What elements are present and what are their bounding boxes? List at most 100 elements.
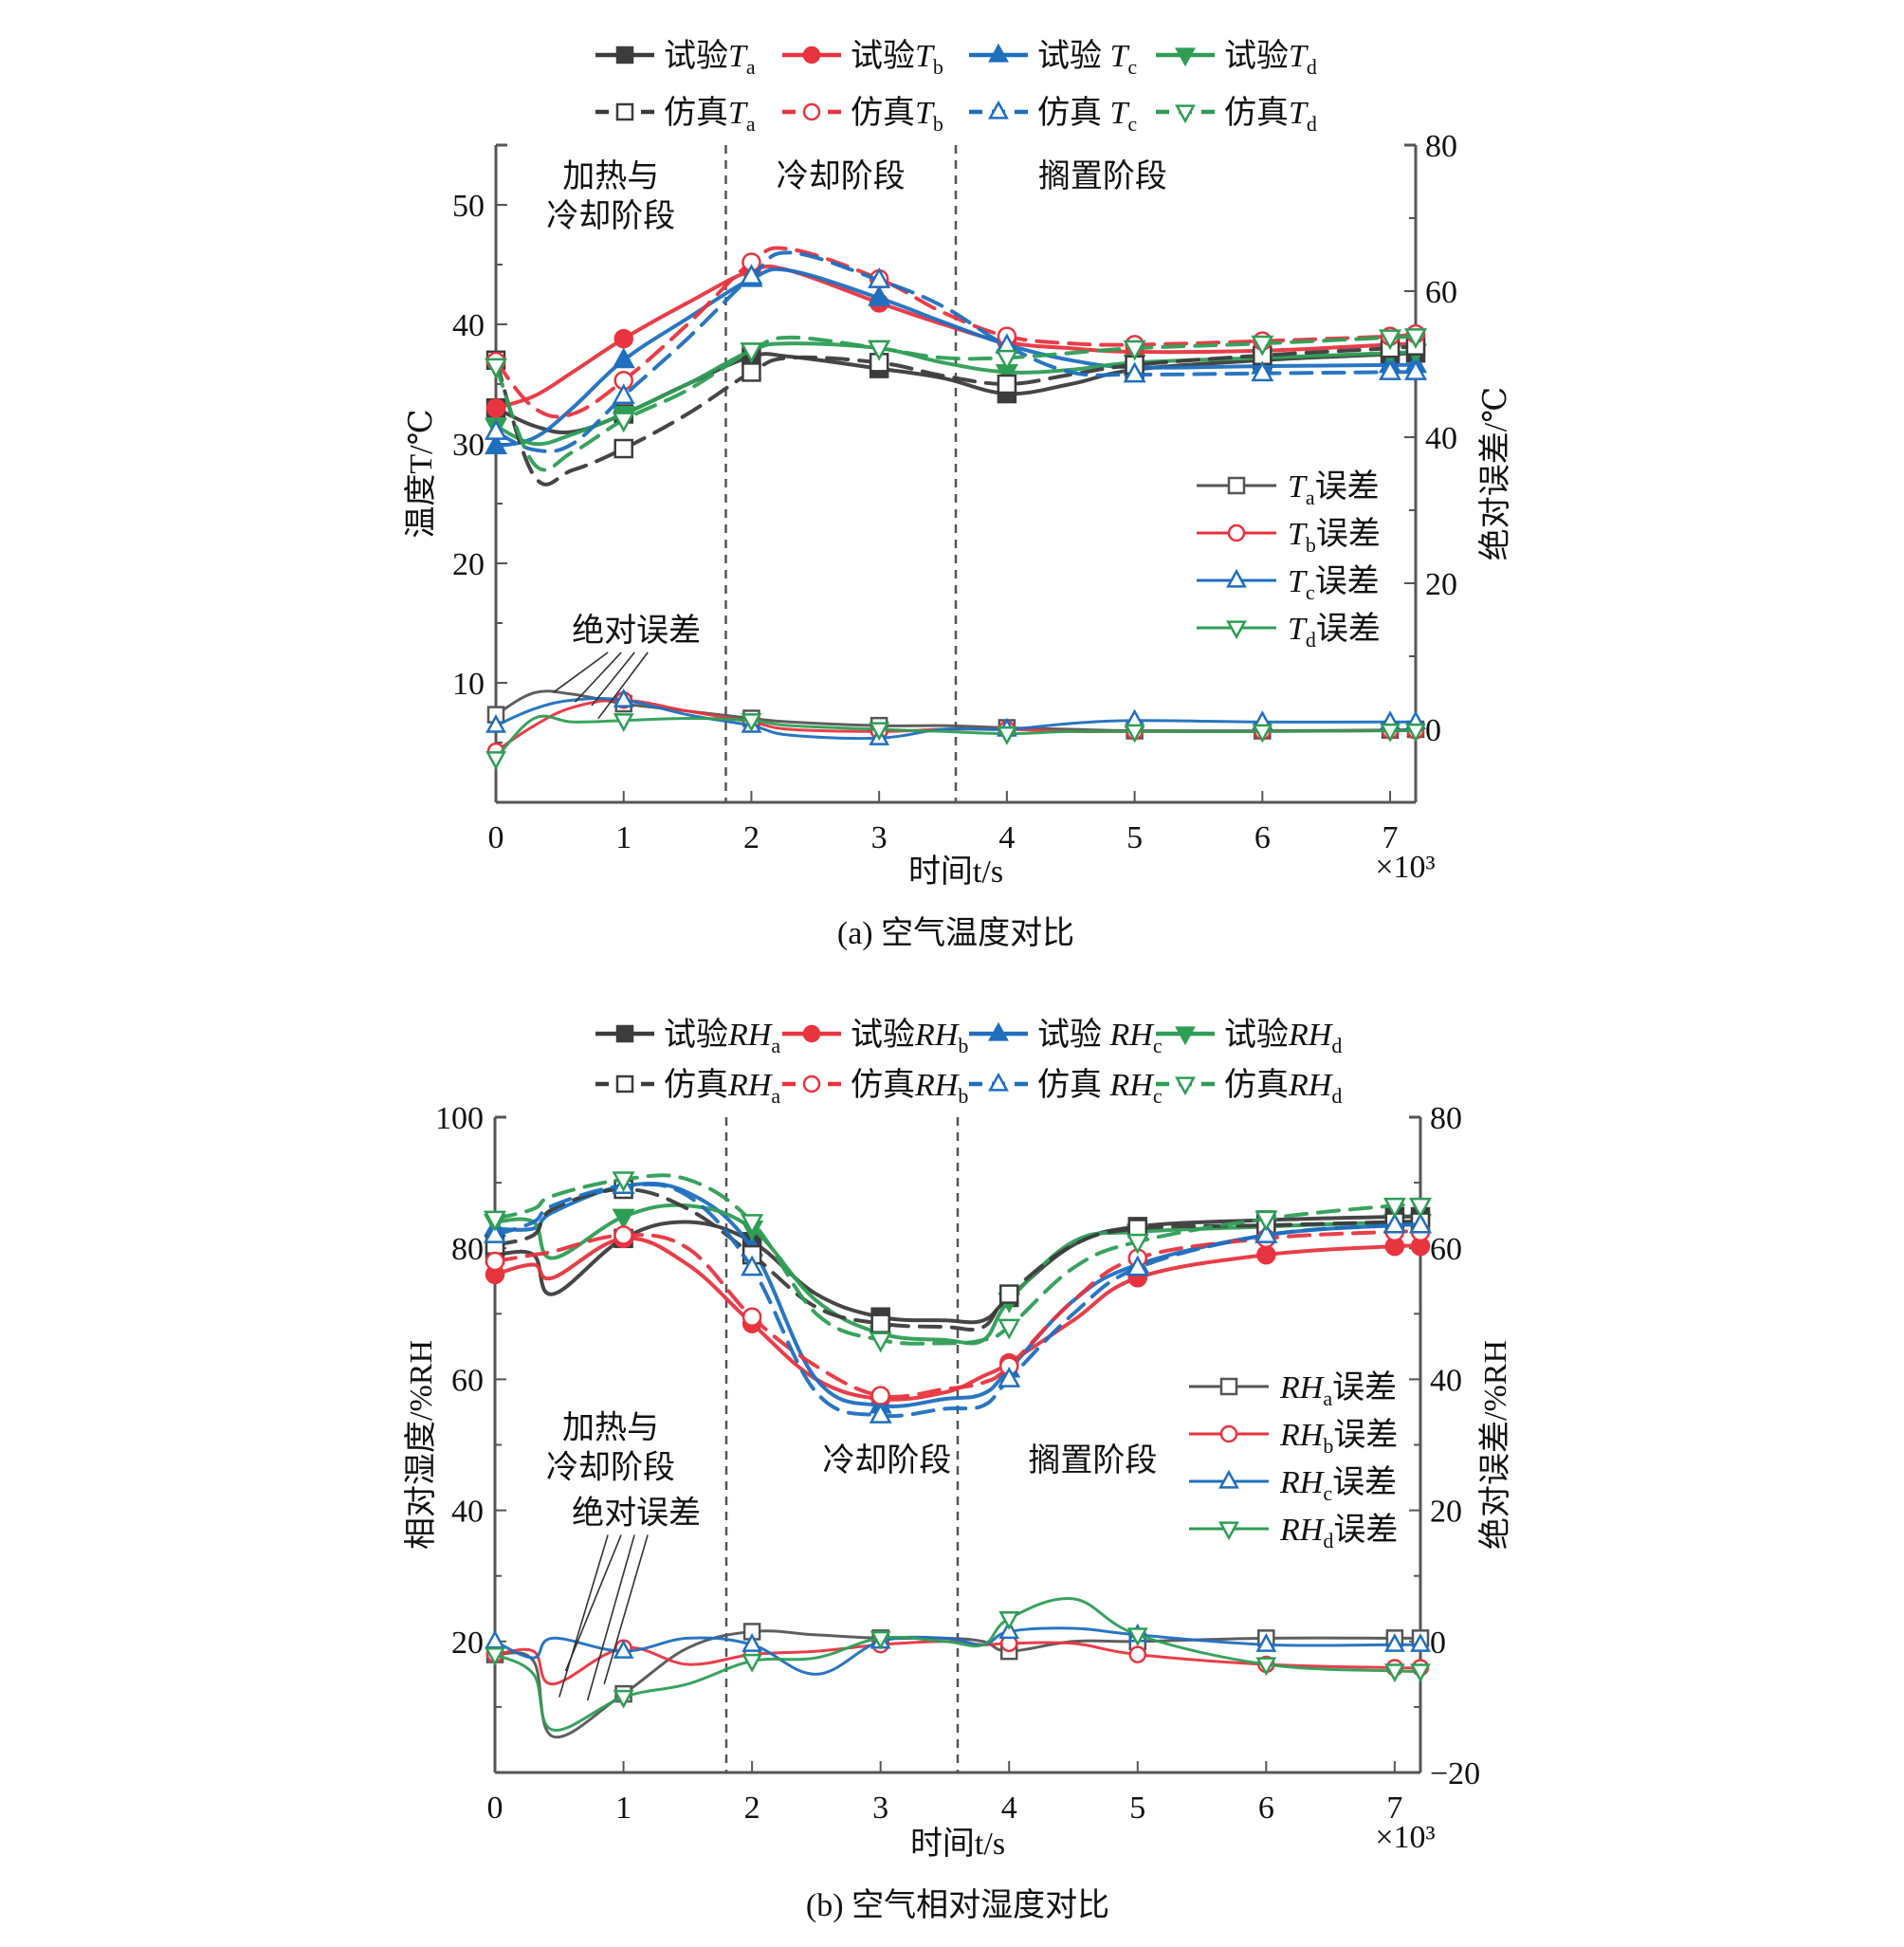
- series-marker: [998, 1367, 1021, 1387]
- series-line: [493, 1236, 1422, 1402]
- legend-label: 仿真 RHc: [1037, 1067, 1163, 1108]
- error-legend-label: RHc误差: [1279, 1464, 1397, 1505]
- series-line: [493, 1173, 1422, 1346]
- series-line: [493, 1596, 1422, 1732]
- series-marker: [1383, 1663, 1405, 1683]
- x-multiplier: ×10³: [1375, 850, 1435, 885]
- x-tick-label: 5: [1129, 1791, 1145, 1826]
- series-marker: [1126, 1233, 1149, 1255]
- series-marker: [869, 1332, 892, 1353]
- phase-label: 冷却阶段: [546, 1450, 675, 1486]
- series-marker: [485, 1629, 505, 1649]
- series-line: [494, 343, 1418, 487]
- series-marker: [1405, 723, 1426, 743]
- legend-label: 试验Ta: [664, 38, 756, 79]
- phase-label: 冷却阶段: [546, 198, 675, 234]
- x-tick-label: 7: [1382, 820, 1399, 855]
- series-marker: [868, 266, 891, 288]
- series-marker: [1251, 335, 1274, 357]
- y2-tick-label: 20: [1425, 567, 1457, 602]
- legend-label: 仿真RHa: [664, 1067, 780, 1108]
- series-marker: [484, 433, 508, 454]
- y2-tick-label: −20: [1430, 1756, 1480, 1791]
- legend-marker: [615, 46, 634, 64]
- legend-marker: [1175, 47, 1196, 67]
- legend-marker: [1175, 104, 1196, 124]
- series-marker: [870, 1313, 890, 1333]
- x-tick-label: 0: [488, 820, 504, 855]
- error-legend-label: RHd误差: [1279, 1512, 1398, 1552]
- series-marker: [870, 1630, 891, 1650]
- error-legend-marker: [1226, 620, 1247, 640]
- x-multiplier: ×10³: [1375, 1820, 1435, 1855]
- series-line: [494, 697, 1418, 741]
- series-marker: [1126, 1627, 1148, 1647]
- x-tick-label: 7: [1386, 1791, 1402, 1826]
- x-tick-label: 0: [487, 1791, 503, 1826]
- legend-marker: [615, 102, 634, 121]
- series-marker: [741, 1214, 764, 1235]
- series-marker: [740, 342, 763, 364]
- series-marker: [483, 1210, 507, 1232]
- y-tick-label: 20: [452, 547, 485, 582]
- series-marker: [612, 383, 635, 405]
- phase-label: 加热与: [562, 1410, 659, 1446]
- series-marker: [1256, 1244, 1276, 1265]
- series-marker: [613, 328, 633, 349]
- series-marker: [869, 722, 890, 742]
- series-marker: [869, 1403, 892, 1424]
- legend-label: 仿真Td: [1224, 95, 1317, 136]
- y2-tick-label: 40: [1425, 421, 1457, 456]
- series-marker: [1408, 1197, 1433, 1219]
- y-tick-label: 20: [451, 1626, 484, 1661]
- series-marker: [868, 285, 891, 306]
- y-tick-label: 50: [452, 189, 485, 224]
- series-marker: [484, 419, 508, 440]
- annotation-leader-line: [586, 1534, 635, 1701]
- series-marker: [1382, 1212, 1406, 1234]
- series-line: [494, 341, 1418, 447]
- series-line: [494, 246, 1418, 419]
- y2-tick-label: 80: [1430, 1101, 1462, 1136]
- error-legend-marker: [1226, 568, 1247, 588]
- series-marker: [485, 713, 506, 733]
- legend-marker: [988, 43, 1009, 63]
- x-tick-label: 3: [872, 1791, 888, 1826]
- error-legend-label: RHa误差: [1279, 1369, 1397, 1410]
- series-line: [494, 334, 1418, 472]
- legend-label: 仿真RHd: [1224, 1067, 1342, 1108]
- legend-label: 仿真RHb: [851, 1067, 968, 1108]
- y2-tick-label: 40: [1430, 1363, 1462, 1398]
- x-tick-label: 4: [998, 820, 1015, 855]
- series-marker: [613, 1689, 634, 1709]
- series-marker: [1380, 723, 1401, 743]
- series-marker: [1403, 359, 1428, 380]
- series-marker: [1254, 1221, 1278, 1243]
- legend-marker: [988, 1072, 1009, 1092]
- y2-tick-label: 0: [1425, 713, 1441, 748]
- series-marker: [613, 438, 633, 459]
- error-legend-label: Tc误差: [1288, 563, 1380, 604]
- series-marker: [1124, 724, 1145, 744]
- y2-tick-label: 0: [1430, 1626, 1446, 1661]
- error-annotation-label: 绝对误差: [572, 1495, 701, 1531]
- legend-marker: [802, 1024, 821, 1043]
- series-marker: [1251, 360, 1274, 382]
- annotation-leader-line: [597, 652, 649, 720]
- x-axis-label: 时间t/s: [908, 854, 1003, 890]
- series-marker: [612, 1208, 635, 1230]
- x-tick-label: 4: [1001, 1791, 1017, 1826]
- series-marker: [741, 1255, 764, 1277]
- x-tick-label: 3: [871, 820, 888, 855]
- error-legend-label: Tb误差: [1288, 516, 1381, 557]
- series-marker: [998, 1284, 1019, 1304]
- x-tick-label: 2: [744, 1791, 760, 1826]
- legend-label: 仿真Ta: [664, 95, 756, 136]
- series-marker: [1379, 329, 1402, 351]
- x-tick-label: 6: [1258, 1791, 1274, 1826]
- x-tick-label: 1: [615, 1791, 632, 1826]
- series-marker: [1383, 1633, 1405, 1652]
- series-marker: [870, 1386, 890, 1405]
